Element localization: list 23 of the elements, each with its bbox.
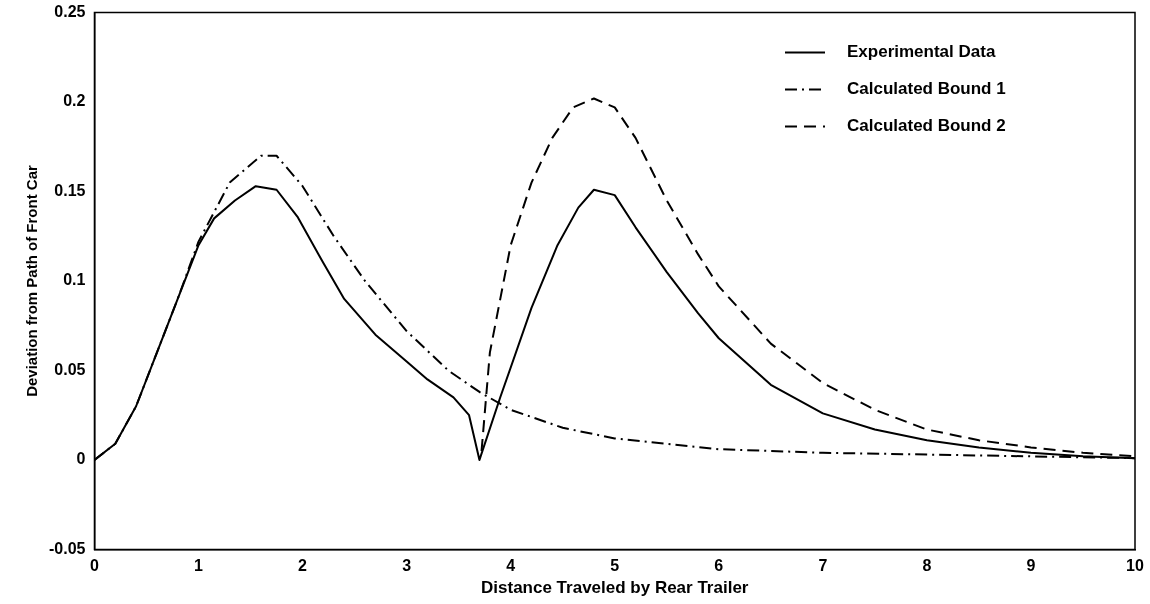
y-axis-title: Deviation from Path of Front Car [23, 165, 41, 397]
y-tick-label: 0.05 [54, 360, 86, 378]
y-tick-label: 0.1 [63, 271, 86, 289]
y-tick-label: 0.2 [63, 92, 86, 110]
x-tick-label: 6 [714, 557, 724, 575]
x-tick-label: 7 [818, 557, 828, 575]
x-tick-label: 1 [194, 557, 204, 575]
y-tick-label: 0.25 [54, 3, 86, 21]
x-tick-label: 4 [506, 557, 516, 575]
x-tick-label: 5 [610, 557, 620, 575]
x-tick-label: 9 [1026, 557, 1036, 575]
x-tick-label: 3 [402, 557, 412, 575]
y-tick-label: 0.15 [54, 181, 86, 199]
legend-label: Calculated Bound 1 [847, 79, 1006, 99]
y-tick-label: -0.05 [49, 539, 86, 557]
legend-label: Experimental Data [847, 42, 996, 62]
x-tick-label: 10 [1126, 557, 1144, 575]
x-tick-label: 8 [922, 557, 932, 575]
x-tick-label: 0 [90, 557, 100, 575]
y-tick-label: 0 [76, 450, 86, 468]
legend-label: Calculated Bound 2 [847, 116, 1006, 136]
x-tick-label: 2 [298, 557, 308, 575]
x-axis-title: Distance Traveled by Rear Trailer [481, 578, 749, 598]
